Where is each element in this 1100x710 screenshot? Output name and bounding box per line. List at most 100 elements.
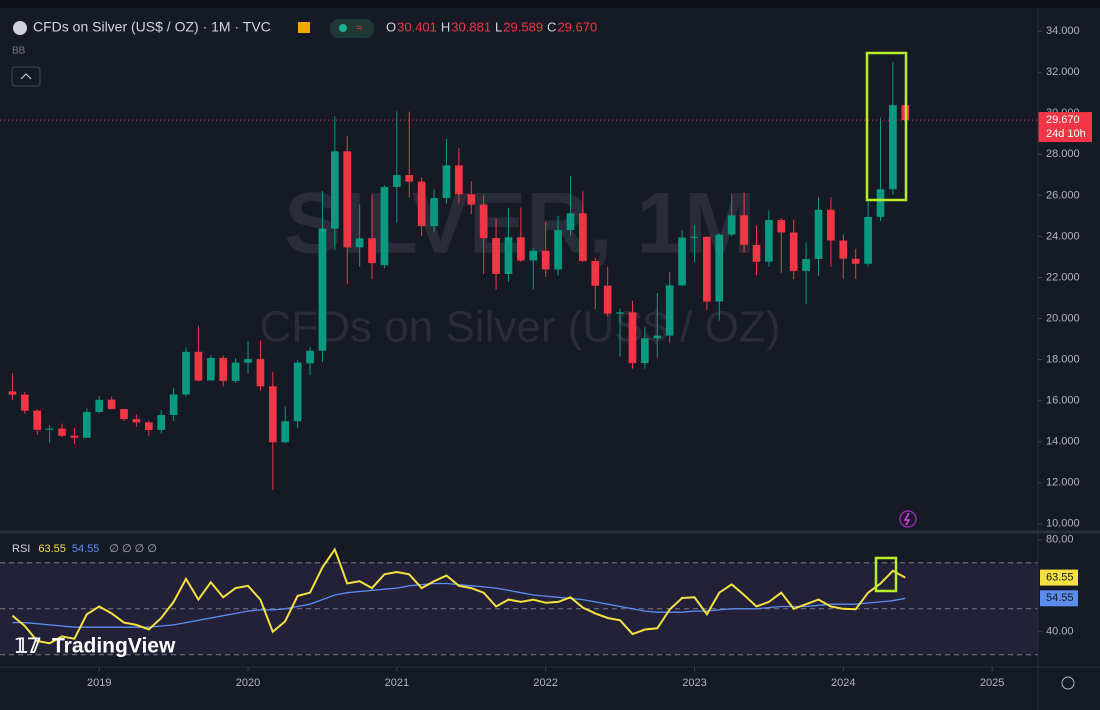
candle-body <box>554 230 562 270</box>
candle-body <box>306 350 314 364</box>
rsi-value-box <box>1040 590 1078 607</box>
candle-body <box>703 236 711 302</box>
candle-body <box>82 411 91 438</box>
rsi-line <box>11 547 906 645</box>
top-bar <box>0 0 1100 8</box>
candle-body <box>393 175 401 187</box>
candle-body <box>455 165 463 195</box>
highlight-box <box>874 556 898 593</box>
y-tick-label: 32.000 <box>1046 66 1080 78</box>
candle-body <box>665 285 674 336</box>
candle-body <box>442 165 451 199</box>
axes: 10.000 12.000 14.000 16.000 18.000 20.000 22.0… <box>12 25 1092 689</box>
highlight-box <box>865 51 908 202</box>
indicator-label[interactable]: BB <box>12 46 26 57</box>
candle-body <box>889 105 897 190</box>
candle-body <box>591 261 600 286</box>
status-pill <box>330 19 374 38</box>
y-tick-label: 80.00 <box>1046 534 1074 546</box>
y-tick-label: 28.000 <box>1046 148 1080 160</box>
candle-body <box>417 181 426 227</box>
x-tick-label: 2024 <box>831 677 855 689</box>
rsi-legend-value: 54.55 <box>72 543 100 555</box>
logo: TradingView <box>52 635 176 658</box>
candle-body <box>789 232 798 271</box>
collapse-icon <box>20 73 32 80</box>
candle-body <box>45 428 54 430</box>
last-price-box <box>1038 112 1092 143</box>
status-icon: ≈ <box>356 22 362 34</box>
x-tick-label: 2022 <box>533 677 557 689</box>
flag-icon[interactable] <box>298 22 310 33</box>
candle-body <box>678 237 686 286</box>
candle-body <box>157 415 166 430</box>
candle-body <box>33 410 42 430</box>
settings-icon[interactable] <box>1061 676 1075 690</box>
candle-body <box>517 237 525 261</box>
rsi-pane <box>0 547 1038 656</box>
rsi-title: RSI <box>12 543 30 555</box>
candle-body <box>206 357 215 381</box>
symbol-icon <box>13 21 27 35</box>
candle-body <box>58 428 66 436</box>
candle-body <box>70 435 79 438</box>
rsi-value-label: 63.55 <box>1046 572 1074 584</box>
x-tick-label: 2020 <box>236 677 260 689</box>
candle-body <box>579 213 587 262</box>
rsi-legend-value: 63.55 <box>38 543 66 555</box>
candle-body <box>628 312 637 364</box>
candle-body <box>752 244 761 262</box>
y-tick-label: 10.000 <box>1046 518 1080 530</box>
watermark-name: CFDs on Silver (US$ / OZ) <box>260 303 781 352</box>
candle-body <box>479 204 488 239</box>
candle-body <box>368 238 376 264</box>
ohlc-value: 29.670 <box>557 19 597 34</box>
candle-body <box>380 186 389 266</box>
ohlc-value: 30.881 <box>451 19 491 34</box>
candle-body <box>256 358 265 387</box>
ohlc-key: H <box>441 19 450 34</box>
candle-body <box>727 215 736 235</box>
alert-bolt <box>903 512 911 526</box>
countdown-label: 24d 10h <box>1046 128 1086 140</box>
y-tick-label: 22.000 <box>1046 271 1080 283</box>
ohlc-value: 30.401 <box>397 19 437 34</box>
y-tick-label: 14.000 <box>1046 436 1080 448</box>
ohlc-key: L <box>495 19 502 34</box>
candle-body <box>144 422 153 430</box>
candle-body <box>690 236 699 238</box>
candle-body <box>231 362 240 381</box>
candle-body <box>839 240 848 259</box>
last-price-label: 29.670 <box>1046 114 1080 126</box>
symbol-title[interactable]: CFDs on Silver (US$ / OZ) · 1M · TVC <box>33 19 271 35</box>
rsi-icons: ∅ ∅ ∅ ∅ <box>109 543 157 555</box>
y-tick-label: 26.000 <box>1046 189 1080 201</box>
candle-body <box>851 258 860 264</box>
ohlc-legend: O 30.401 H 30.881 L 29.589 C 29.670 <box>386 19 597 34</box>
y-tick-label: 12.000 <box>1046 477 1080 489</box>
x-tick-label: 2023 <box>682 677 706 689</box>
candle-body <box>330 151 339 229</box>
price-pane <box>0 61 1038 491</box>
candle-body <box>827 209 835 241</box>
alert-icon[interactable] <box>899 510 917 528</box>
status-dot <box>339 24 347 32</box>
candle-body <box>814 209 823 260</box>
candle-body <box>467 194 476 205</box>
x-tick-label: 2019 <box>87 677 111 689</box>
candle-body <box>715 234 724 302</box>
ohlc-key: O <box>386 19 396 34</box>
candle-body <box>95 399 104 412</box>
rsi-value-label: 54.55 <box>1046 592 1074 604</box>
candle-body <box>20 394 29 411</box>
candle-body <box>876 189 885 217</box>
candle-body <box>194 351 203 381</box>
candle-body <box>355 238 364 248</box>
collapse-button[interactable] <box>11 66 41 87</box>
candle-body <box>864 216 872 264</box>
logo-icon: 𝟙𝟟 <box>15 635 41 657</box>
candle-body <box>740 215 748 245</box>
candle-body <box>529 250 538 261</box>
candle-body <box>107 399 116 410</box>
y-tick-label: 18.000 <box>1046 353 1080 365</box>
